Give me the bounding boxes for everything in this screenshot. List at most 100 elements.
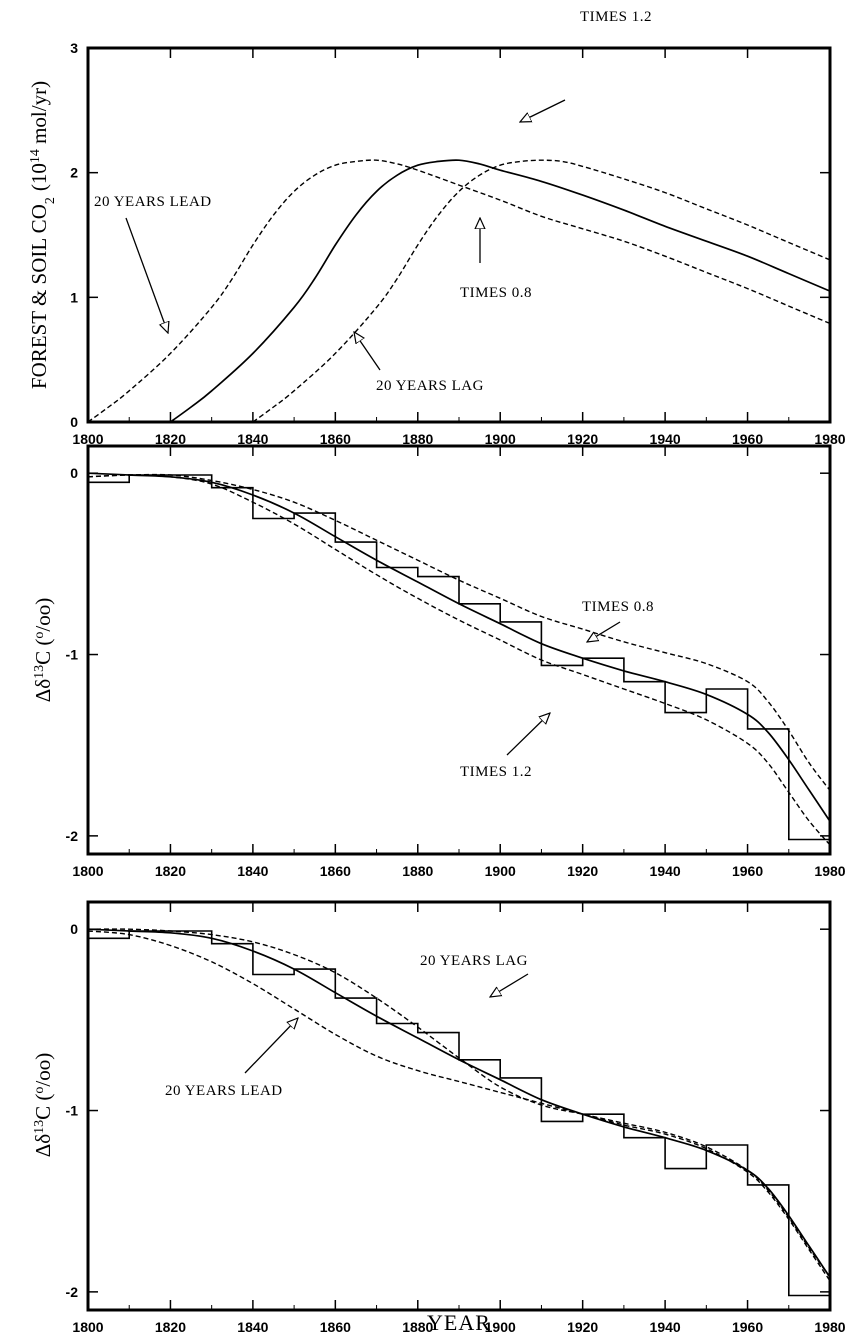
annotation-times-0-8-p2: TIMES 0.8 — [582, 599, 654, 615]
panel-2-frame — [86, 444, 832, 856]
series-dashed-line — [87, 473, 831, 791]
x-tick-label: 1920 — [567, 431, 598, 447]
x-tick-label: 1920 — [567, 863, 598, 879]
panel-3-yticks: 0 -1 -2 — [66, 921, 830, 1300]
y-label-main: FOREST & SOIL CO — [27, 204, 51, 389]
y-tick-label: -1 — [66, 647, 79, 663]
x-tick-label: 1940 — [650, 431, 681, 447]
x-tick-label: 1840 — [237, 863, 268, 879]
x-tick-label: 1800 — [72, 431, 103, 447]
arrow-20-years-lag — [354, 332, 381, 371]
arrow-times-1-2-p2 — [506, 713, 550, 756]
x-tick-label: 1860 — [320, 863, 351, 879]
panel-2-marks — [87, 472, 831, 846]
series-dashed-line — [87, 930, 831, 1282]
panel-2-yticks: 0 -1 -2 — [66, 465, 830, 844]
panel-1-marks — [87, 159, 831, 423]
annotation-times-0-8: TIMES 0.8 — [460, 285, 532, 301]
y-tick-label: -2 — [66, 1284, 79, 1300]
panel-3-marks — [87, 928, 831, 1297]
panel-3-y-axis-label: Δδ13C (o/oo) — [31, 1053, 55, 1157]
y-label-tail: /oo) — [31, 1053, 55, 1087]
x-tick-label: 1880 — [402, 1319, 433, 1332]
y-label-delta: Δδ — [31, 1134, 55, 1158]
y-tick-label: 2 — [70, 165, 78, 181]
y-tick-label: 0 — [70, 921, 78, 937]
step-histogram — [88, 474, 830, 841]
series-dashed-line — [87, 474, 831, 846]
y-label-tail: /oo) — [31, 598, 55, 632]
series-solid-line — [87, 928, 831, 1278]
panel-1: 1800 1820 1840 1860 1880 1900 1920 1940 1960 1980… — [27, 9, 846, 447]
series-dashed-line — [252, 159, 831, 423]
y-tick-label: 1 — [70, 289, 78, 305]
y-label-unit-sup: 14 — [28, 149, 43, 163]
annotation-20-years-lead-p3: 20 YEARS LEAD — [165, 1083, 283, 1099]
series-dashed-line — [87, 159, 831, 423]
x-tick-label: 1900 — [485, 863, 516, 879]
x-tick-label: 1800 — [72, 1319, 103, 1332]
y-tick-label: -2 — [66, 828, 79, 844]
annotation-20-years-lag-p3: 20 YEARS LAG — [420, 953, 528, 969]
x-tick-label: 1980 — [814, 863, 845, 879]
arrow-times-1-2 — [520, 99, 566, 122]
svg-text:Δδ13C (o/oo): Δδ13C (o/oo) — [31, 1053, 55, 1157]
x-tick-label: 1820 — [155, 1319, 186, 1332]
x-tick-label: 1960 — [732, 431, 763, 447]
y-label-sup: 13 — [32, 1120, 47, 1134]
y-label-o: o — [32, 632, 47, 639]
x-tick-label: 1940 — [650, 863, 681, 879]
y-label-sub: 2 — [43, 197, 58, 204]
annotation-times-1-2: TIMES 1.2 — [580, 9, 652, 25]
annotation-20-years-lag: 20 YEARS LAG — [376, 378, 484, 394]
y-label-c: C ( — [31, 1094, 55, 1120]
svg-text:Δδ13C (o/oo): Δδ13C (o/oo) — [31, 598, 55, 702]
x-tick-label: 1800 — [72, 863, 103, 879]
x-tick-label: 1940 — [650, 1319, 681, 1332]
y-tick-label: 0 — [70, 414, 78, 430]
x-tick-label: 1960 — [732, 1319, 763, 1332]
series-solid-line — [169, 159, 831, 423]
panel-3: 1800 1820 1840 1860 1880 1900 1920 1940 1960 1980… — [31, 900, 846, 1332]
y-label-sup: 13 — [32, 665, 47, 679]
y-tick-label: 3 — [70, 40, 78, 56]
y-label-c: C ( — [31, 639, 55, 665]
y-label-unit-post: mol/yr) — [27, 81, 51, 149]
y-label-delta: Δδ — [31, 679, 55, 703]
arrow-20-years-lag-p3 — [490, 973, 529, 997]
panel-1-frame — [86, 46, 832, 424]
x-tick-label: 1880 — [402, 863, 433, 879]
svg-text:FOREST & SOIL CO2(1014 mol/yr): FOREST & SOIL CO2 (1014 mol/yr) — [27, 81, 58, 389]
y-label-unit-pre: (10 — [27, 163, 51, 191]
panel-1-xticks: 1800 1820 1840 1860 1880 1900 1920 1940 1960 1980 — [72, 48, 846, 447]
series-dashed-line — [87, 928, 831, 1278]
panel-3-xticks: 1800 1820 1840 1860 1880 1900 1920 1940 1960 1980 — [72, 902, 846, 1332]
x-tick-label: 1900 — [485, 431, 516, 447]
panel-2-xticks: 1800 1820 1840 1860 1880 1900 1920 1940 1960 1980 — [72, 446, 846, 879]
x-tick-label: 1980 — [814, 431, 845, 447]
y-label-o: o — [32, 1087, 47, 1094]
x-tick-label: 1840 — [237, 1319, 268, 1332]
panel-1-yticks: 0 1 2 3 — [70, 40, 830, 430]
x-tick-label: 1880 — [402, 431, 433, 447]
x-tick-label: 1960 — [732, 863, 763, 879]
x-tick-label: 1820 — [155, 863, 186, 879]
panel-2: 1800 1820 1840 1860 1880 1900 1920 1940 1960 1980… — [31, 444, 846, 879]
x-tick-label: 1860 — [320, 431, 351, 447]
x-tick-label: 1900 — [485, 1319, 516, 1332]
x-tick-label: 1820 — [155, 431, 186, 447]
x-tick-label: 1980 — [814, 1319, 845, 1332]
annotation-times-1-2-p2: TIMES 1.2 — [460, 764, 532, 780]
arrow-20-years-lead — [125, 217, 168, 333]
x-axis-label: YEAR — [427, 1310, 491, 1332]
series-solid-line — [87, 472, 831, 822]
x-tick-label: 1860 — [320, 1319, 351, 1332]
x-tick-label: 1840 — [237, 431, 268, 447]
step-histogram — [88, 930, 830, 1297]
arrow-times-0-8-p2 — [587, 621, 621, 642]
panel-1-y-axis-label: FOREST & SOIL CO2 (1014 mol/yr) — [27, 81, 58, 389]
annotation-20-years-lead: 20 YEARS LEAD — [94, 194, 212, 210]
y-tick-label: 0 — [70, 465, 78, 481]
x-tick-label: 1920 — [567, 1319, 598, 1332]
